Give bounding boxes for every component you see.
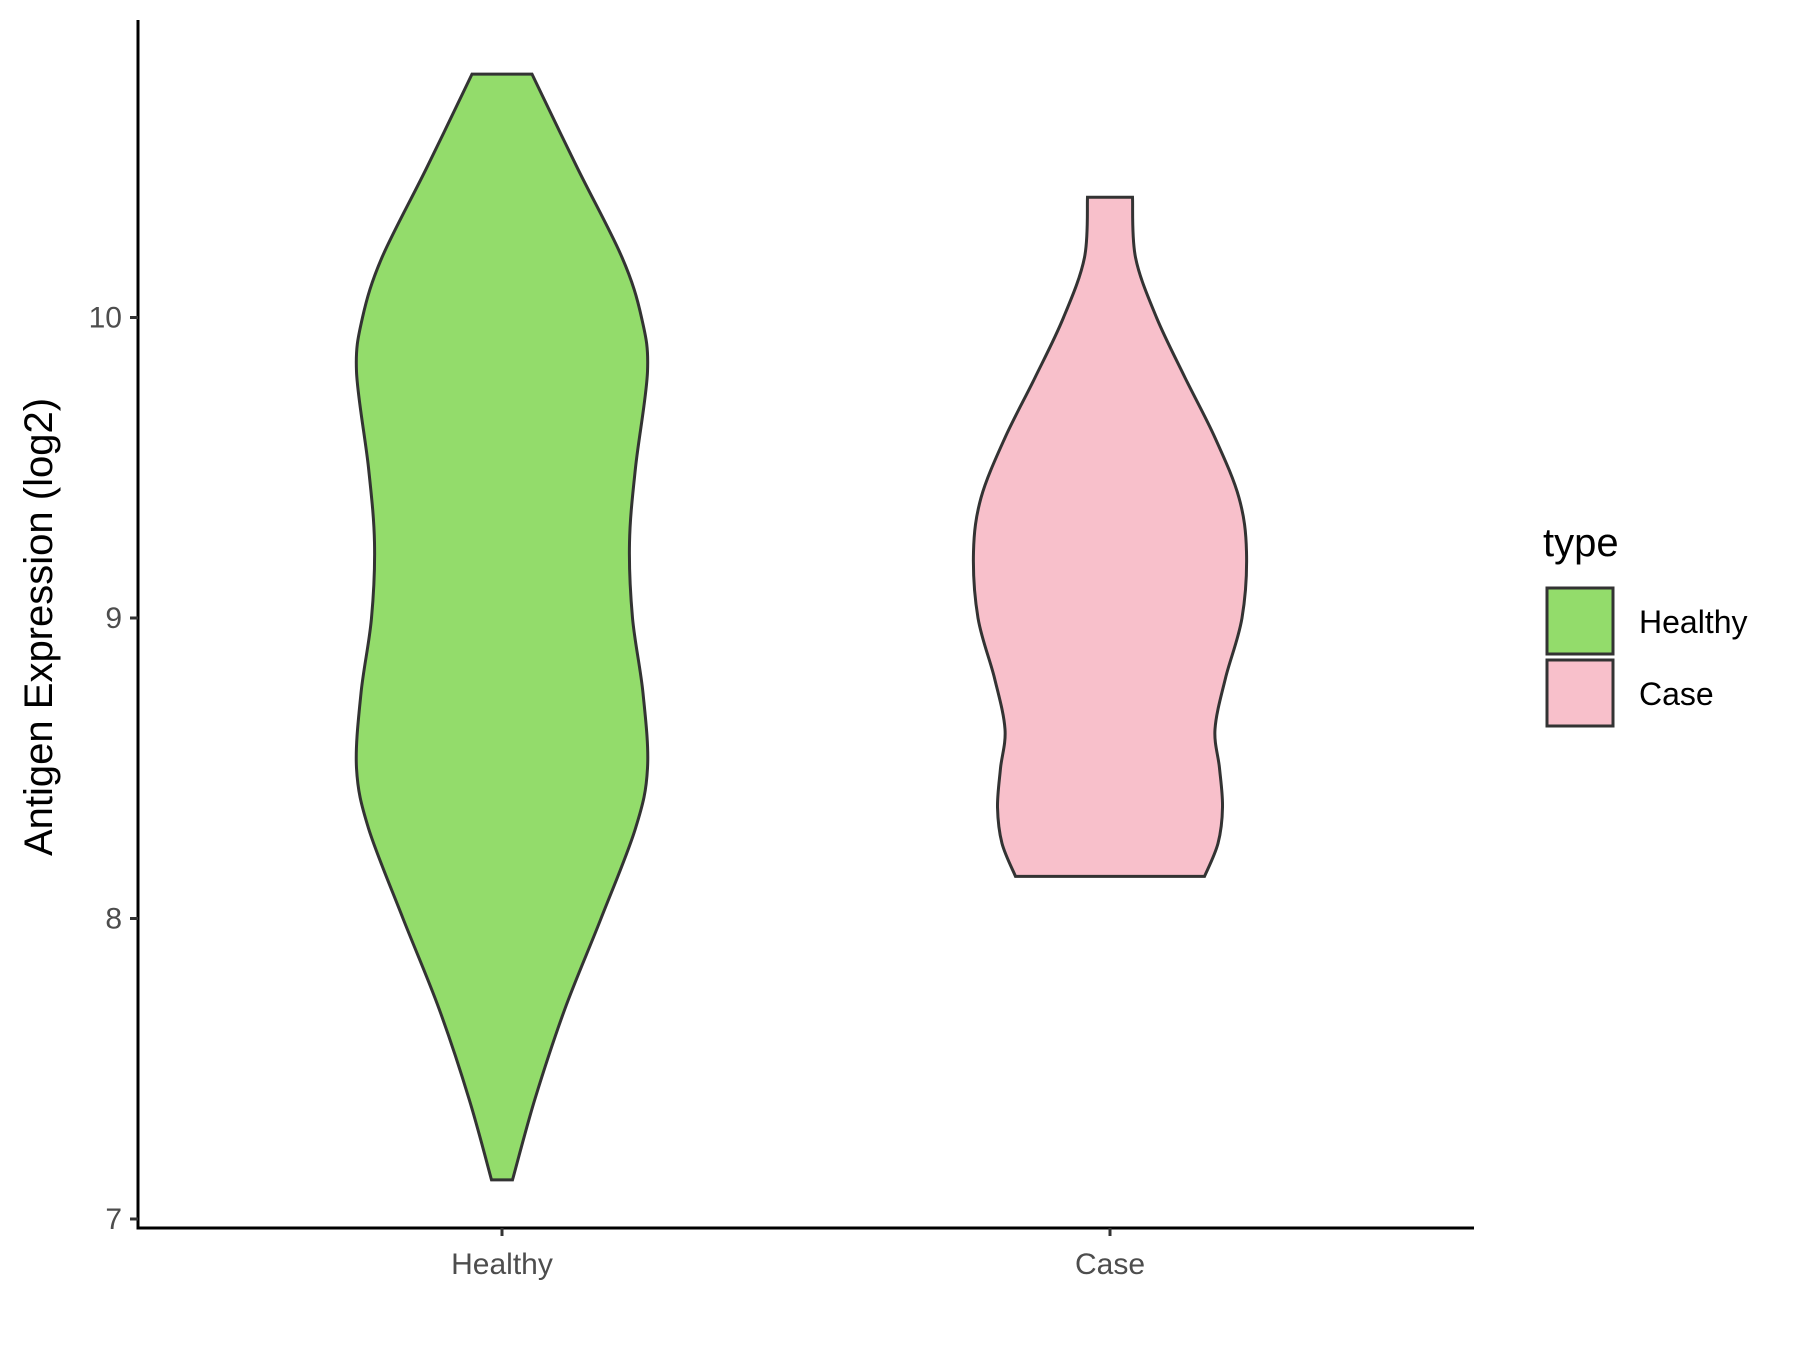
violin-case bbox=[971, 195, 1249, 878]
y-tick-label: 9 bbox=[105, 602, 122, 635]
x-tick-label-healthy: Healthy bbox=[451, 1248, 553, 1281]
y-tick-label: 10 bbox=[89, 301, 122, 334]
axes: 7 8 9 10 Healthy Case bbox=[89, 20, 1474, 1281]
x-tick-label-case: Case bbox=[1075, 1248, 1145, 1281]
legend-label-case: Case bbox=[1639, 676, 1714, 712]
legend-title: type bbox=[1543, 521, 1619, 565]
y-tick-label: 8 bbox=[105, 902, 122, 935]
violins bbox=[354, 72, 1249, 1182]
y-tick-label: 7 bbox=[105, 1203, 122, 1236]
y-axis-title: Antigen Expression (log2) bbox=[17, 398, 61, 856]
legend-swatch-healthy bbox=[1545, 586, 1615, 656]
legend-swatch-case bbox=[1545, 658, 1615, 728]
legend: type Healthy Case bbox=[1543, 521, 1748, 728]
violin-healthy bbox=[354, 72, 650, 1182]
legend-label-healthy: Healthy bbox=[1639, 604, 1748, 640]
